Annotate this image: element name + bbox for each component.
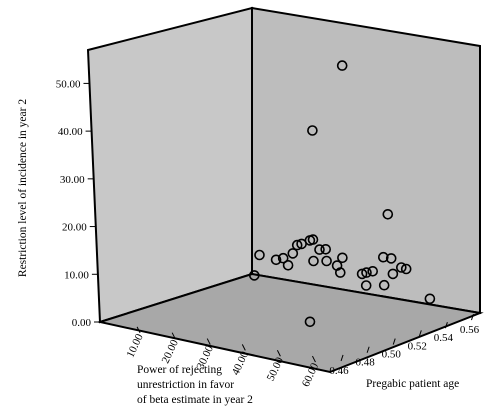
data-point <box>361 267 372 278</box>
data-point <box>337 252 348 264</box>
data-point <box>336 60 348 71</box>
x-tick-mark <box>418 330 422 337</box>
y-tick-mark <box>276 350 281 357</box>
x-tick-label: 0.56 <box>460 324 480 336</box>
z-axis-ticks: 0.00 10.00 20.00 30.00 40.00 50.00 <box>56 78 100 329</box>
x-tick-mark <box>340 354 344 362</box>
data-point <box>249 270 260 281</box>
data-point <box>385 253 397 264</box>
z-tick-label: 20.00 <box>62 222 87 234</box>
data-point <box>400 263 412 275</box>
x-tick-label: 0.50 <box>382 349 402 361</box>
data-point <box>331 260 343 271</box>
data-point <box>320 244 332 255</box>
data-point <box>296 238 307 250</box>
z-tick-label: 0.00 <box>72 317 92 329</box>
data-point <box>382 209 394 220</box>
x-tick-mark <box>366 346 370 353</box>
z-axis-title: Restriction level of incidence in year 2 <box>17 99 29 277</box>
x-tick-mark <box>471 313 474 321</box>
data-points <box>249 60 436 328</box>
data-point <box>356 268 368 280</box>
x-axis-title-line-1: Power of rejecting <box>137 364 222 376</box>
y-tick-label: 10.00 <box>124 332 146 360</box>
y-tick-label: 40.00 <box>230 349 252 377</box>
back-right-wall <box>251 6 481 315</box>
y-tick-mark <box>136 326 141 334</box>
data-point <box>314 244 325 255</box>
data-point <box>321 255 332 267</box>
data-point <box>377 251 389 263</box>
data-point <box>291 239 303 251</box>
data-point <box>307 125 318 136</box>
x-axis-title-line-3: of beta estimate in year 2 <box>137 394 253 406</box>
z-tick-label: 30.00 <box>60 174 85 186</box>
y-tick-mark <box>312 355 316 363</box>
y-tick-label: 20.00 <box>160 337 182 365</box>
z-tick-label: 10.00 <box>64 269 89 281</box>
y-tick-mark <box>206 338 211 345</box>
data-point <box>308 255 319 267</box>
x-axis-title-line-2: unrestriction in favor <box>137 379 234 391</box>
data-point <box>367 265 379 277</box>
x-axis-ticks: 0.46 0.48 0.50 0.52 0.54 0.56 <box>329 313 480 377</box>
z-tick-label: 40.00 <box>58 126 83 138</box>
x-tick-label: 0.52 <box>408 340 427 352</box>
data-point <box>254 249 265 261</box>
x-tick-label: 0.46 <box>329 365 349 377</box>
data-point <box>304 316 316 328</box>
back-left-wall <box>86 6 253 324</box>
y-tick-mark <box>171 332 176 339</box>
z-tick-label: 50.00 <box>56 78 81 90</box>
y-tick-mark <box>241 344 246 351</box>
data-point <box>360 280 372 291</box>
data-point <box>277 252 289 264</box>
x-tick-mark <box>392 338 396 345</box>
data-point <box>378 279 390 291</box>
data-point <box>395 262 407 273</box>
y-axis-title: Pregabic patient age <box>366 378 459 390</box>
data-point <box>287 248 299 259</box>
data-point <box>282 259 294 271</box>
data-point <box>270 254 282 266</box>
x-tick-label: 0.48 <box>356 357 376 369</box>
data-point <box>424 293 436 305</box>
x-tick-mark <box>444 322 448 329</box>
data-point <box>387 268 399 280</box>
x-tick-label: 0.54 <box>434 332 454 344</box>
